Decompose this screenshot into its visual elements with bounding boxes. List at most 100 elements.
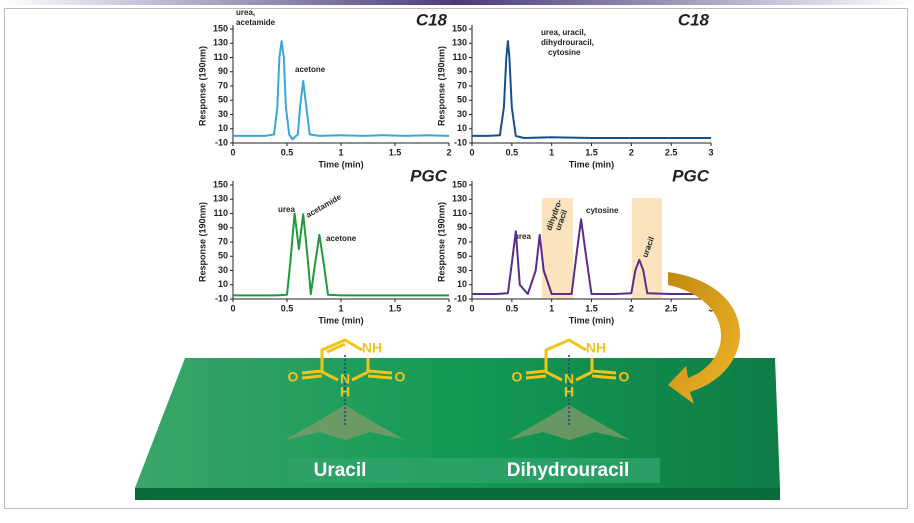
x-tick-label: 1 [549,147,554,157]
y-tick-label: 90 [457,66,467,76]
molecule-name: Dihydrouracil [507,460,629,481]
y-tick-label: 30 [457,265,467,275]
annotation: urea, [236,8,255,17]
x-tick-label: 1 [338,303,343,313]
y-tick-label: 90 [218,222,228,232]
atom-label: N [340,371,350,387]
x-tick-label: 2.5 [665,147,678,157]
y-tick-label: 10 [457,279,467,289]
annotation: urea [278,205,295,214]
y-tick-label: 110 [213,52,228,62]
y-axis-label: Response (190nm) [197,46,207,126]
x-tick-label: 2 [446,303,451,313]
x-axis-label: Time (min) [569,315,614,325]
x-tick-label: 3 [708,147,713,157]
molecule-name: Uracil [314,460,367,481]
x-tick-label: 0 [469,147,474,157]
arrow [668,272,741,404]
x-tick-label: 0.5 [506,303,519,313]
annotation: acetone [326,234,357,243]
y-tick-label: 50 [218,95,228,105]
x-axis-label: Time (min) [569,159,614,169]
highlight [632,198,662,299]
atom-label: N [564,371,574,387]
atom-label: H [340,384,350,400]
x-axis-label: Time (min) [318,159,363,169]
y-tick-label: 110 [452,208,467,218]
y-tick-label: 70 [218,80,228,90]
atom-label: H [564,384,574,400]
annotation: dihydrouracil, [541,38,594,47]
x-tick-label: 0 [230,147,235,157]
x-tick-label: 0.5 [281,147,294,157]
y-tick-label: 30 [218,109,228,119]
chromatogram-line [233,40,450,141]
y-tick-label: 110 [213,208,228,218]
atom-label: O [288,369,299,385]
x-tick-label: 0 [469,303,474,313]
y-tick-label: 10 [218,279,228,289]
graphite-shapes [285,405,630,440]
dihydrouracil-ring [525,338,617,382]
chart-title: PGC [410,166,448,185]
annotation: cytosine [548,48,581,57]
y-tick-label: -10 [215,293,228,303]
x-tick-label: 2 [446,147,451,157]
x-tick-label: 0.5 [506,147,519,157]
y-tick-label: 10 [457,123,467,133]
y-tick-label: 130 [452,38,467,48]
annotation: acetamide [236,18,276,27]
label-box [478,458,660,483]
chart-title: PGC [672,166,710,185]
x-tick-label: 1 [338,147,343,157]
x-tick-label: 0.5 [281,303,294,313]
x-tick-label: 1.5 [389,303,402,313]
y-tick-label: 30 [218,265,228,275]
y-tick-label: 90 [218,66,228,76]
chart-title: C18 [416,10,448,29]
y-tick-label: -10 [215,137,228,147]
atom-label: O [512,369,523,385]
y-tick-label: 50 [457,251,467,261]
annotation: urea [514,232,531,241]
atom-label: O [619,369,630,385]
x-tick-label: 1 [549,303,554,313]
y-tick-label: 150 [452,23,467,33]
y-tick-label: 70 [218,236,228,246]
y-tick-label: 130 [213,194,228,204]
frame [4,8,908,509]
y-tick-label: 70 [457,80,467,90]
y-tick-label: 50 [457,95,467,105]
x-tick-label: 2 [629,303,634,313]
x-tick-label: 2 [629,147,634,157]
atom-label: O [395,369,406,385]
y-tick-label: 10 [218,123,228,133]
surface-edge [135,488,780,500]
top-bar [0,0,914,5]
x-tick-label: 0 [230,303,235,313]
x-tick-label: 1.5 [585,303,598,313]
graphite-surface [135,358,780,488]
y-tick-label: 130 [213,38,228,48]
atom-label: NH [586,340,606,356]
y-tick-label: -10 [454,137,467,147]
label-box [288,458,478,483]
y-axis-label: Response (190nm) [197,202,207,282]
annotation: acetone [295,65,326,74]
chromatogram-line [233,212,449,297]
uracil-ring [301,338,393,382]
y-tick-label: 30 [457,109,467,119]
annotation: urea, uracil, [541,28,586,37]
y-tick-label: -10 [454,293,467,303]
y-tick-label: 150 [213,23,228,33]
y-tick-label: 110 [452,52,467,62]
y-tick-label: 90 [457,222,467,232]
y-axis-label: Response (190nm) [436,46,446,126]
atom-label: NH [362,340,382,356]
x-tick-label: 1.5 [585,147,598,157]
x-tick-label: 2.5 [665,303,678,313]
x-axis-label: Time (min) [318,315,363,325]
chart-title: C18 [678,10,710,29]
